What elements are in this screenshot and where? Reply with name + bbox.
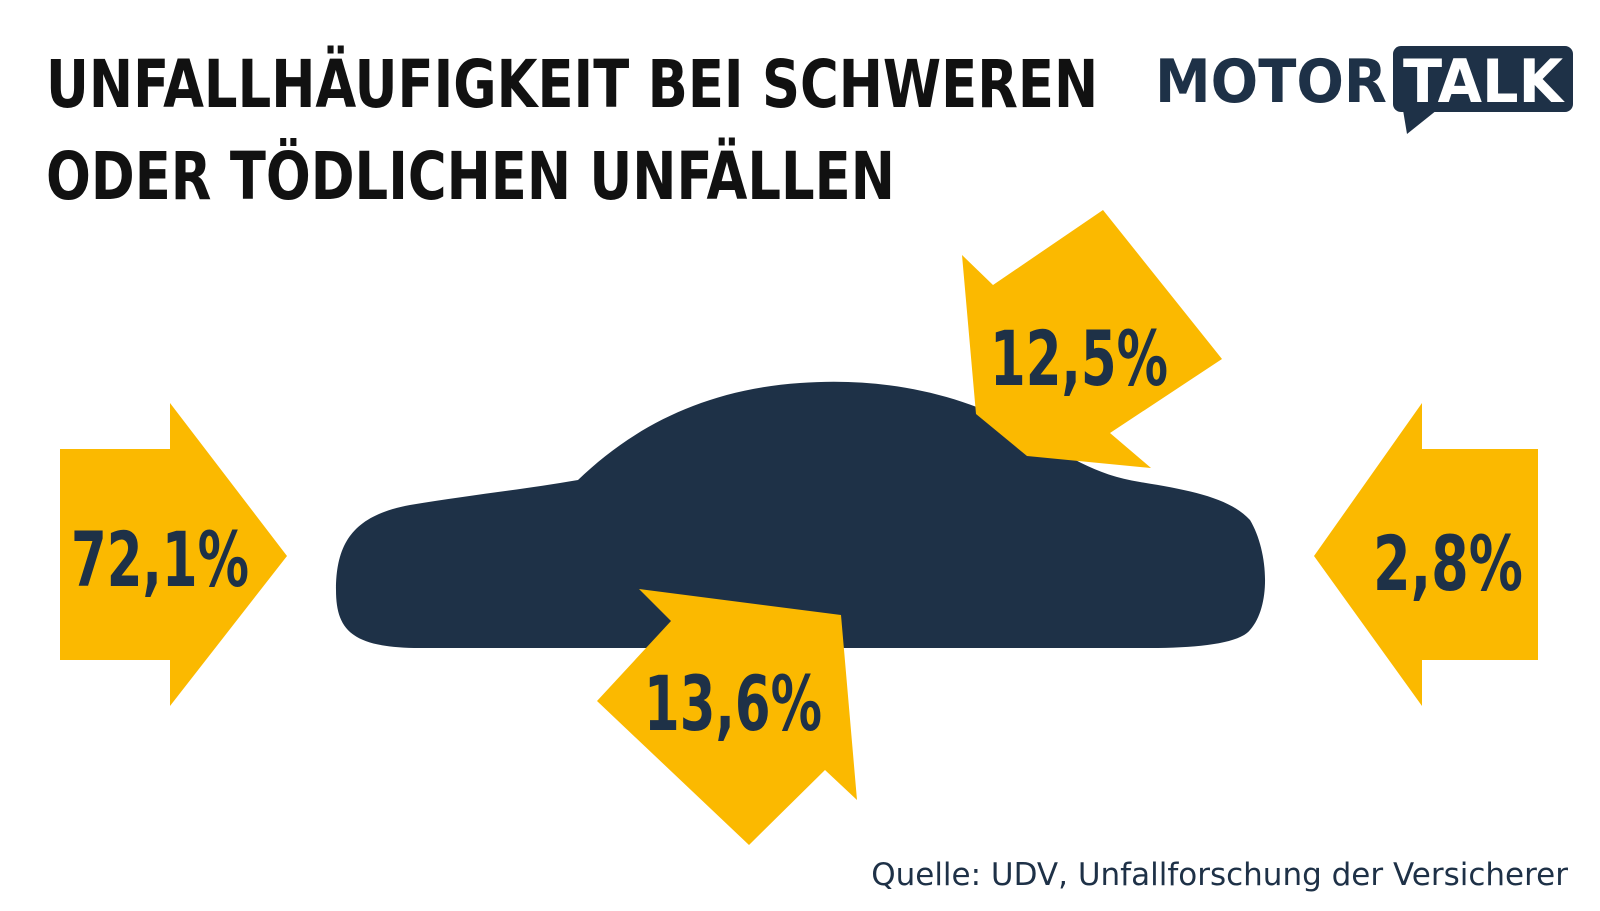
value-label-front: 72,1%: [71, 515, 249, 604]
value-label-rear: 2,8%: [1373, 519, 1523, 608]
svg-text:MOTOR: MOTOR: [1155, 47, 1387, 117]
motortalk-logo: MOTOR TALK: [1155, 46, 1573, 134]
title-line-2: ODER TÖDLICHEN UNFÄLLEN: [46, 138, 895, 215]
value-label-side-top: 12,5%: [990, 314, 1168, 403]
arrow-side-top: [962, 210, 1222, 468]
arrow-side-bottom: [597, 589, 857, 845]
svg-text:TALK: TALK: [1403, 47, 1565, 117]
arrow-rear: [1314, 403, 1538, 706]
source-note: Quelle: UDV, Unfallforschung der Versich…: [871, 857, 1568, 893]
arrow-front: [60, 403, 287, 706]
title-line-1: UNFALLHÄUFIGKEIT BEI SCHWEREN: [46, 46, 1099, 123]
value-label-side-bottom: 13,6%: [644, 659, 822, 748]
